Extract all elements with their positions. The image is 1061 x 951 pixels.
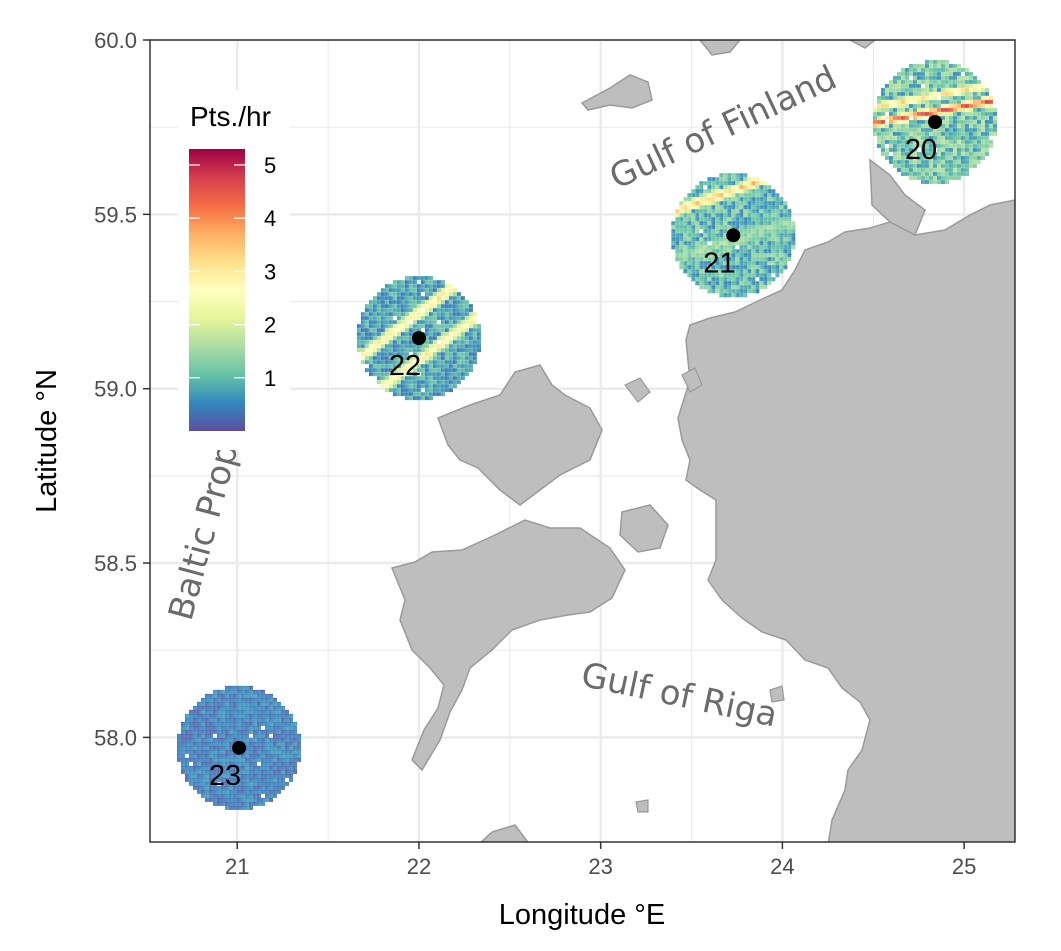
station-label: 23 (209, 760, 241, 792)
x-tick-label: 22 (407, 854, 431, 879)
x-axis-title: Longitude °E (499, 899, 665, 931)
legend-tick-label: 4 (264, 206, 276, 231)
land-finnish-island-2 (699, 40, 741, 56)
y-tick-label: 58.5 (94, 551, 137, 576)
y-tick-label: 59.0 (94, 377, 137, 402)
heatmap-layer (177, 59, 998, 810)
land-latvia-coast (480, 824, 529, 842)
land-mainland (677, 199, 1015, 842)
land-islet-2 (681, 367, 703, 393)
legend-tick-label: 5 (264, 153, 276, 178)
land-islet-1 (624, 377, 651, 403)
land-layer (390, 40, 1015, 842)
legend-colorbar (189, 149, 245, 431)
x-tick-label: 21 (225, 854, 249, 879)
station-label: 22 (389, 350, 421, 382)
legend-ticks: 1 2 3 4 5 (189, 153, 276, 391)
y-tick-label: 59.5 (94, 202, 137, 227)
land-saaremaa (390, 519, 626, 772)
legend-title: Pts./hr (190, 101, 271, 132)
land-muhu (619, 504, 669, 553)
legend-tick-label: 3 (264, 259, 276, 284)
station-marker (411, 331, 426, 346)
x-axis: 21 22 23 24 25 (225, 842, 976, 879)
y-tick-label: 60.0 (94, 28, 137, 53)
land-islet-4 (635, 799, 649, 813)
x-tick-label: 24 (770, 854, 794, 879)
x-tick-label: 23 (588, 854, 612, 879)
station-marker (232, 740, 247, 755)
station-marker (928, 114, 943, 129)
station-label: 21 (703, 247, 735, 279)
legend-tick-label: 2 (264, 313, 276, 338)
land-finnish-island-3 (849, 40, 877, 49)
legend-tick-label: 1 (264, 366, 276, 391)
x-tick-label: 25 (952, 854, 976, 879)
land-islet-3 (769, 685, 785, 703)
land-hiiumaa (437, 364, 603, 506)
panel-border (149, 39, 1016, 843)
y-axis: 58.0 58.5 59.0 59.5 60.0 (94, 28, 150, 750)
land-finnish-island-1 (580, 74, 653, 111)
land-north-peninsula (869, 158, 926, 237)
station-marker (726, 228, 741, 243)
station-label: 20 (905, 134, 937, 166)
y-tick-label: 58.0 (94, 725, 137, 750)
heatmap-station-21 (671, 173, 796, 298)
y-axis-title: Latitude °N (31, 369, 63, 513)
heatmap-station-20 (873, 59, 998, 184)
colorbar-legend: Pts./hr 1 2 3 4 5 (178, 90, 290, 450)
